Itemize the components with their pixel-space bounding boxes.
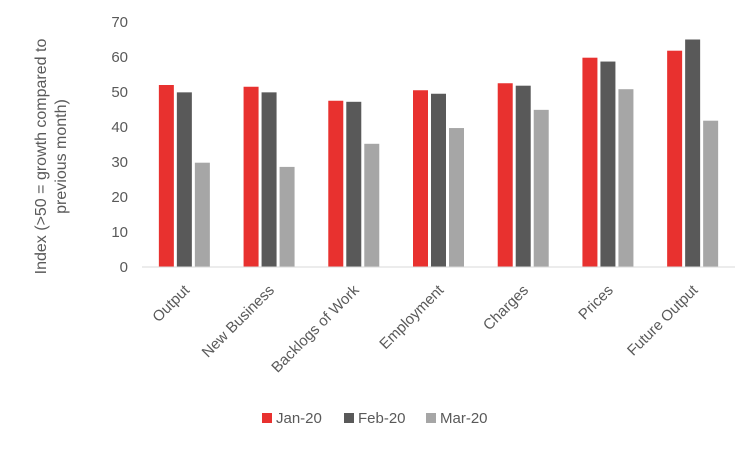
y-axis-title: Index (>50 = growth compared to previous … bbox=[33, 39, 70, 275]
legend: Jan-20 Feb-20 Mar-20 bbox=[262, 410, 488, 427]
y-axis-title-text: Index (>50 = growth compared to previous … bbox=[33, 39, 70, 275]
bar-mar-20-new-business bbox=[279, 166, 295, 267]
bar-jan-20-charges bbox=[497, 83, 513, 267]
x-category-label: New Business bbox=[199, 282, 278, 361]
y-tick-label: 70 bbox=[111, 14, 128, 31]
y-axis-title-line: previous month) bbox=[53, 99, 70, 214]
bar-mar-20-employment bbox=[449, 128, 464, 267]
bar-jan-20-new-business bbox=[243, 86, 259, 267]
bar-mar-20-output bbox=[194, 162, 210, 267]
legend-swatch bbox=[262, 413, 272, 423]
bar-feb-20-new-business bbox=[261, 92, 277, 267]
y-tick-label: 30 bbox=[111, 154, 128, 171]
bar-mar-20-prices bbox=[618, 89, 634, 267]
bar-mar-20-backlogs-of-work bbox=[364, 143, 380, 267]
y-tick-label: 40 bbox=[111, 119, 128, 136]
bar-mar-20-charges bbox=[533, 109, 549, 267]
bar-feb-20-backlogs-of-work bbox=[346, 101, 362, 267]
bar-jan-20-employment bbox=[413, 90, 428, 267]
y-tick-label: 60 bbox=[111, 49, 128, 66]
x-category-label: Charges bbox=[480, 282, 532, 334]
y-axis-title-line: Index (>50 = growth compared to bbox=[33, 39, 50, 275]
bar-jan-20-prices bbox=[582, 57, 598, 268]
bar-jan-20-backlogs-of-work bbox=[328, 100, 344, 267]
x-category-label: Output bbox=[149, 281, 193, 325]
y-axis-ticks: 0 10 20 30 40 50 60 70 bbox=[111, 14, 128, 276]
y-tick-label: 50 bbox=[111, 84, 128, 101]
bar-feb-20-prices bbox=[600, 61, 616, 267]
legend-swatch bbox=[426, 413, 436, 423]
x-category-label: Backlogs of Work bbox=[268, 281, 363, 376]
y-tick-label: 10 bbox=[111, 224, 128, 241]
legend-swatch bbox=[344, 413, 354, 423]
legend-label: Feb-20 bbox=[358, 410, 406, 427]
legend-label: Mar-20 bbox=[440, 410, 488, 427]
bar-jan-20-future-output bbox=[667, 50, 683, 268]
legend-label: Jan-20 bbox=[276, 410, 322, 427]
bar-jan-20-output bbox=[158, 85, 174, 267]
bar-mar-20-future-output bbox=[703, 120, 719, 267]
x-category-label: Prices bbox=[575, 282, 616, 323]
bar-feb-20-charges bbox=[515, 85, 531, 267]
x-category-label: Future Output bbox=[624, 281, 702, 359]
y-tick-label: 0 bbox=[120, 259, 128, 276]
bar-feb-20-future-output bbox=[685, 39, 701, 267]
x-category-label: Employment bbox=[376, 281, 448, 353]
bar-feb-20-employment bbox=[431, 93, 446, 267]
bars bbox=[158, 39, 719, 268]
y-tick-label: 20 bbox=[111, 189, 128, 206]
bar-feb-20-output bbox=[176, 92, 192, 267]
